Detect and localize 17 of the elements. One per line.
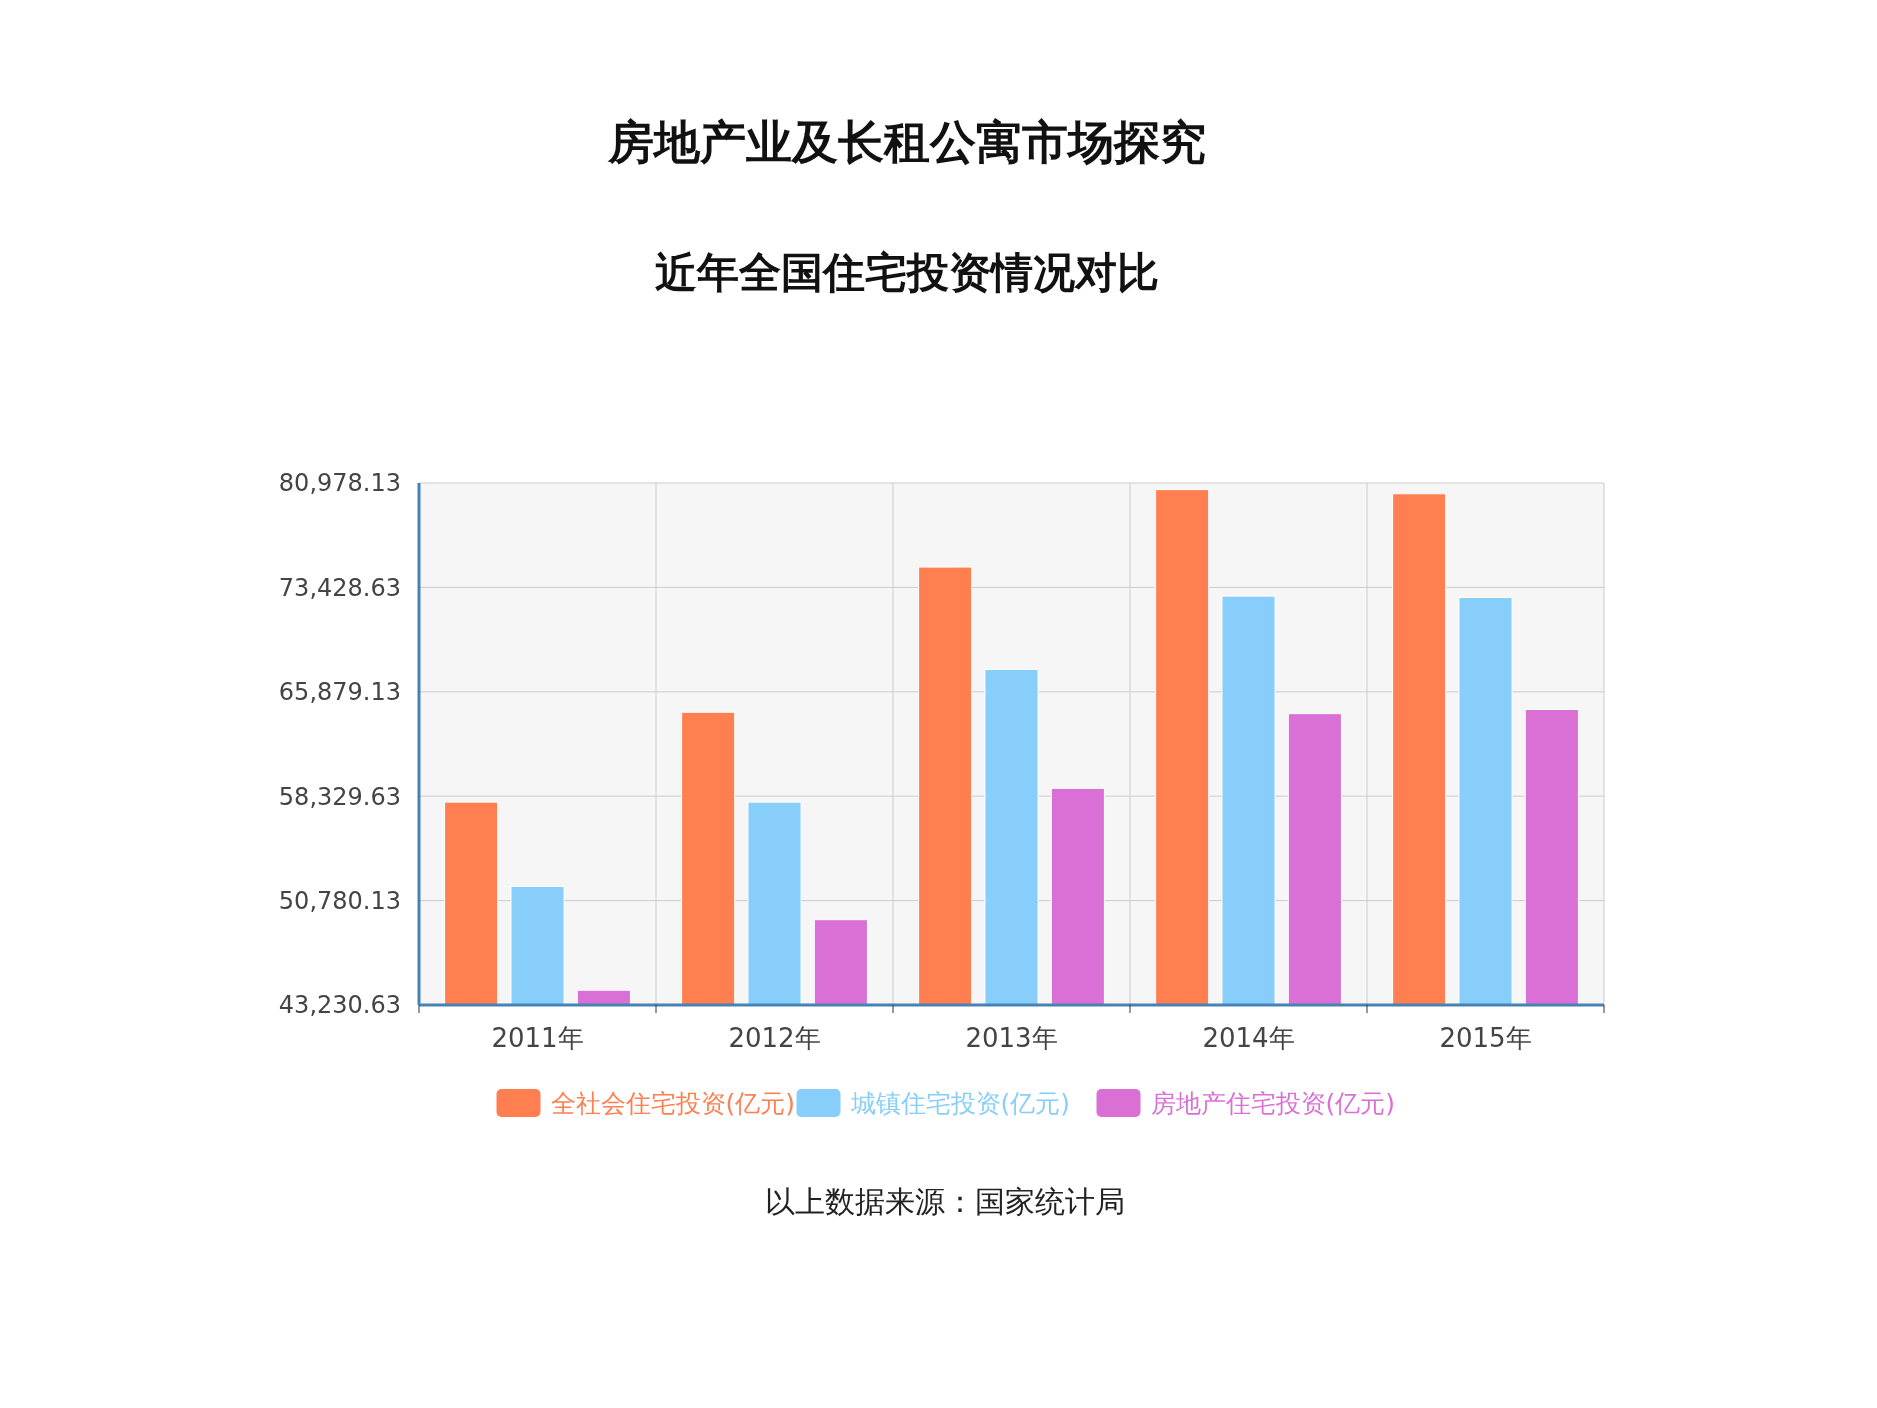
y-tick-label: 58,329.63 [278,782,401,811]
y-tick-label: 80,978.13 [278,469,401,498]
chart-title: 房地产业及长租公寓市场探究 [606,115,1206,169]
legend-label: 城镇住宅投资(亿元) [849,1088,1071,1118]
y-tick-label: 73,428.63 [278,573,401,602]
x-tick-label: 2014年 [1202,1023,1295,1053]
x-tick-label: 2013年 [965,1023,1058,1053]
legend-label: 房地产住宅投资(亿元) [1150,1088,1396,1118]
y-tick-label: 50,780.13 [278,887,401,915]
text: 以上数据来源：国家统计局 [764,1184,1125,1219]
y-tick-label: 65,879.13 [278,678,401,707]
y-tick-label: 43,230.63 [278,991,401,1020]
x-tick-label: 2011年 [491,1023,584,1053]
chart-subtitle: 近年全国住宅投资情况对比 [654,248,1159,297]
x-tick-label: 2015年 [1439,1023,1532,1053]
legend-label: 全社会住宅投资(亿元) [550,1088,796,1118]
x-tick-label: 2012年 [728,1023,821,1053]
